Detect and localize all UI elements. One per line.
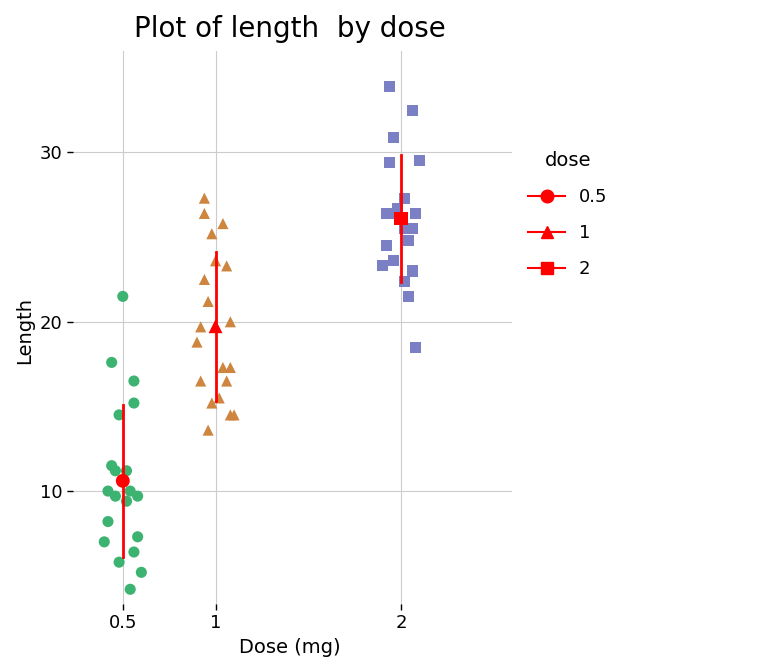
Point [409, 208, 422, 219]
Point [406, 105, 419, 116]
Point [98, 536, 111, 547]
Point [384, 81, 396, 92]
Point [127, 376, 140, 386]
Point [113, 409, 125, 420]
Point [228, 409, 240, 420]
Point [224, 362, 237, 373]
Point [399, 276, 411, 286]
Point [131, 491, 144, 501]
Point [384, 157, 396, 168]
Point [202, 425, 214, 435]
Point [127, 546, 140, 557]
Point [387, 255, 399, 266]
Point [124, 486, 137, 497]
Point [105, 460, 118, 471]
Point [380, 240, 392, 251]
Point [384, 208, 396, 219]
Point [109, 466, 121, 476]
Legend: 0.5, 1, 2: 0.5, 1, 2 [521, 144, 614, 286]
Point [117, 476, 129, 487]
Point [202, 296, 214, 307]
Point [402, 291, 415, 302]
Title: Plot of length  by dose: Plot of length by dose [134, 15, 445, 43]
Point [220, 261, 233, 271]
Point [210, 255, 222, 266]
Point [194, 321, 207, 332]
Point [217, 362, 229, 373]
Point [198, 208, 210, 219]
Point [109, 491, 121, 501]
Point [206, 398, 218, 409]
Point [198, 274, 210, 285]
Point [406, 223, 419, 234]
Point [220, 376, 233, 386]
Point [387, 132, 399, 142]
Point [105, 357, 118, 368]
Point [102, 516, 114, 527]
Point [198, 193, 210, 204]
Point [121, 466, 133, 476]
Point [117, 291, 129, 302]
Point [102, 486, 114, 497]
Point [224, 409, 237, 420]
Point [194, 376, 207, 386]
Point [190, 337, 203, 347]
Point [413, 155, 425, 166]
Point [409, 342, 422, 353]
Point [210, 321, 222, 332]
Point [135, 567, 147, 578]
Point [113, 557, 125, 568]
Point [391, 203, 403, 214]
X-axis label: Dose (mg): Dose (mg) [239, 638, 340, 657]
Point [127, 398, 140, 409]
Point [399, 193, 411, 204]
Point [224, 317, 237, 327]
Point [376, 261, 389, 271]
Point [217, 218, 229, 229]
Point [121, 496, 133, 507]
Point [380, 208, 392, 219]
Point [406, 265, 419, 276]
Point [399, 223, 411, 234]
Point [206, 228, 218, 239]
Point [213, 392, 225, 403]
Y-axis label: Length: Length [15, 297, 34, 364]
Point [124, 584, 137, 595]
Point [395, 213, 407, 224]
Point [402, 235, 415, 246]
Point [131, 532, 144, 542]
